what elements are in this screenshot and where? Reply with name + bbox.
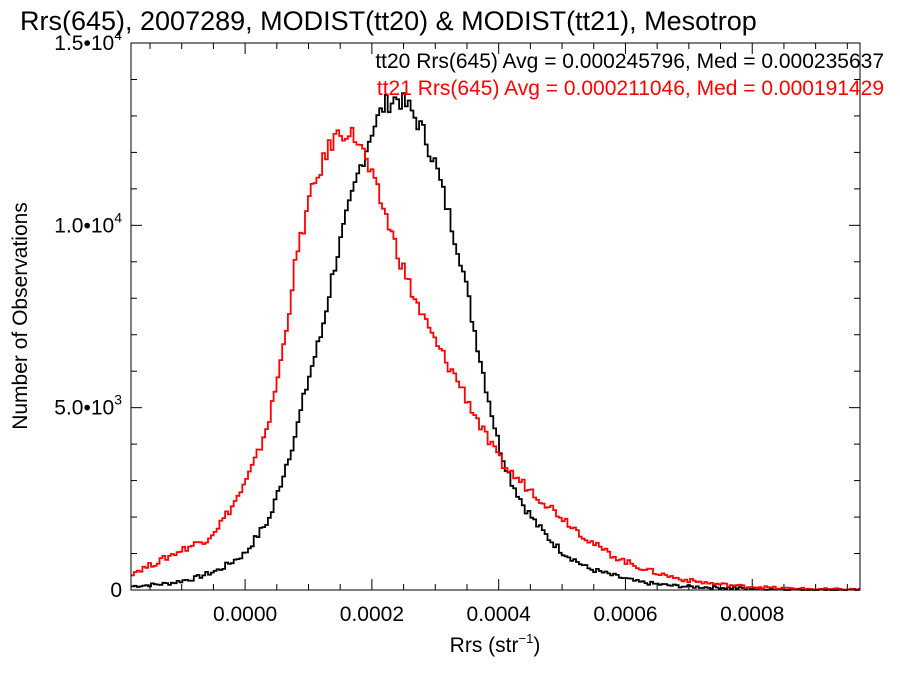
x-axis-label-main: Rrs (str [450, 634, 519, 657]
x-tick-label: 0.0006 [593, 603, 657, 626]
x-tick-label: 0.0000 [213, 603, 277, 626]
legend-entry-tt21: tt21 Rrs(645) Avg = 0.000211046, Med = 0… [377, 77, 884, 100]
y-tick-label: 1.0•104 [54, 209, 122, 237]
series-line-tt20 [131, 92, 860, 591]
plot-frame [130, 42, 861, 591]
y-axis-label: Number of Observations [9, 202, 32, 430]
series-layer [131, 92, 860, 591]
x-tick-label: 0.0004 [467, 603, 532, 626]
series-line-tt21 [131, 126, 860, 591]
y-tick-label: 5.0•103 [54, 392, 122, 420]
x-axis-label: Rrs (str−1) [450, 631, 541, 657]
x-tick-label: 0.0002 [340, 603, 404, 626]
axis-ticks: 0.0000 0.0002 0.0004 0.0006 0.0008 0 5.0•103 1.… [54, 27, 860, 626]
y-tick-label: 0 [110, 579, 122, 602]
legend-entry-tt20: tt20 Rrs(645) Avg = 0.000245796, Med = 0… [375, 50, 884, 73]
x-tick-label: 0.0008 [720, 603, 784, 626]
chart-title: Rrs(645), 2007289, MODIST(tt20) & MODIST… [20, 6, 757, 36]
x-axis-label-close: ) [533, 634, 540, 657]
y-tick-label: 1.5•104 [54, 27, 122, 55]
x-axis-label-exponent: −1 [519, 631, 534, 646]
